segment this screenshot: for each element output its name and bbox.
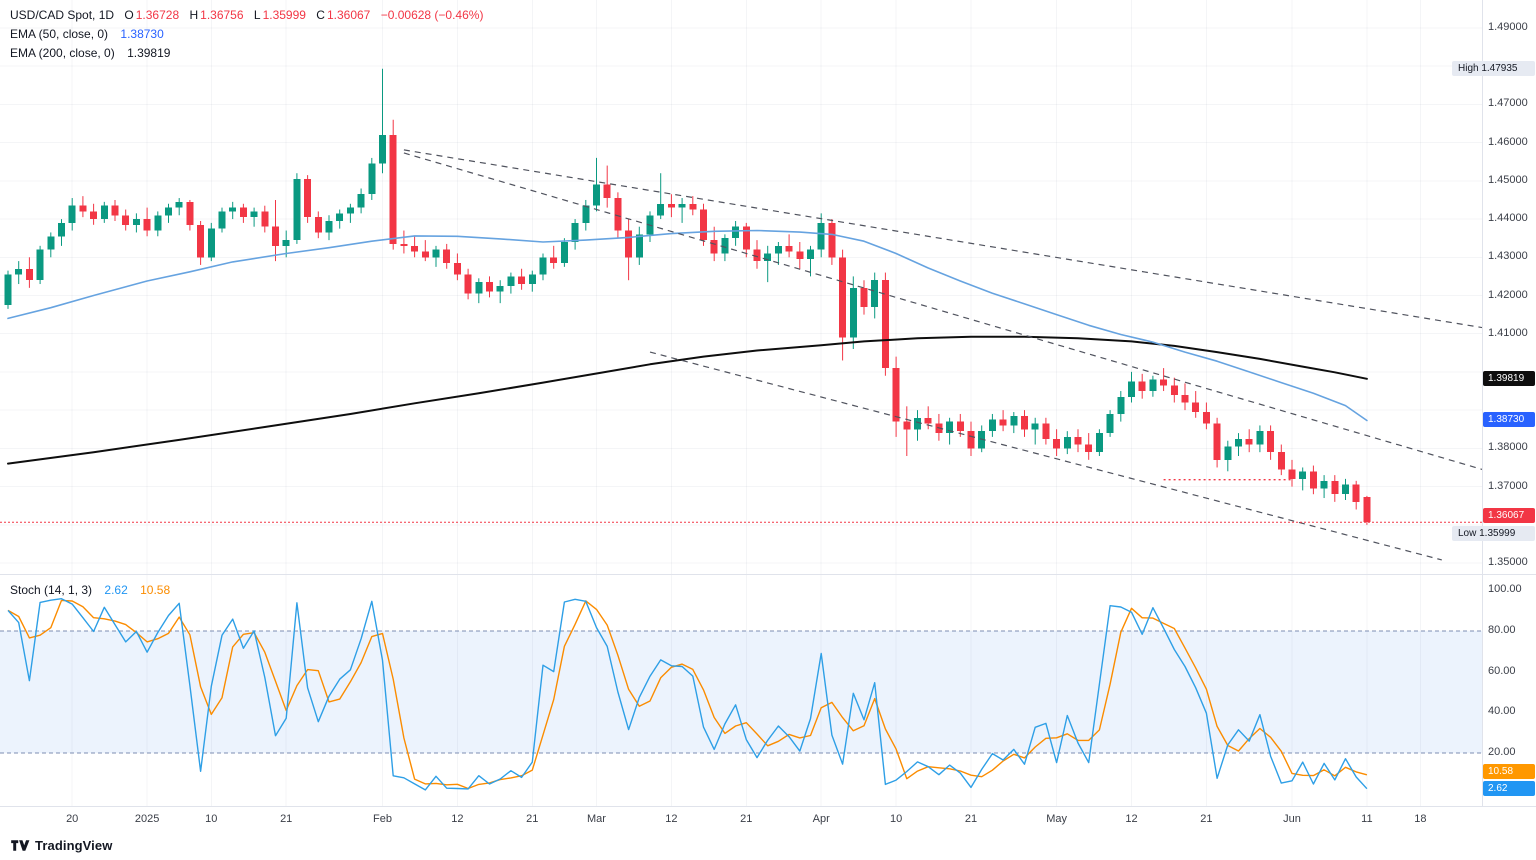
- stoch-axis-label: 100.00: [1488, 583, 1522, 595]
- price-scale[interactable]: 1.49000 1.47000 1.46000 1.45000 1.44000 1.430…: [1452, 0, 1536, 806]
- time-axis-label: 12: [665, 813, 678, 825]
- low-price-badge: Low 1.35999: [1452, 525, 1535, 541]
- tradingview-logo-text: TradingView: [35, 838, 113, 853]
- price-axis-label: 1.42000: [1488, 288, 1528, 301]
- ema200-price-badge: 1.39819: [1483, 370, 1535, 386]
- time-axis-label: 20: [66, 813, 79, 825]
- price-axis-label: 1.43000: [1488, 250, 1528, 263]
- price-axis-label: 1.38000: [1488, 441, 1528, 454]
- time-axis-label: 21: [964, 813, 978, 825]
- stoch-axis-label: 80.00: [1488, 623, 1516, 636]
- ema200-legend[interactable]: EMA (200, close, 0) 1.39819: [10, 44, 483, 63]
- time-axis-label: 21: [280, 813, 293, 825]
- time-axis-label: 21: [740, 813, 753, 825]
- change-value: −0.00628 (−0.46%): [380, 8, 484, 22]
- symbol-legend[interactable]: USD/CAD Spot, 1D O 1.36728 H 1.36756 L 1.35…: [10, 6, 483, 25]
- stoch-axis-label: 40.00: [1488, 705, 1516, 718]
- ema50-price-badge: 1.38730: [1483, 412, 1535, 428]
- ohlc-open-label: O: [124, 8, 134, 22]
- price-axis-label: 1.46000: [1488, 135, 1528, 148]
- high-price-badge: High 1.47935: [1452, 60, 1535, 76]
- time-axis-label: Jun: [1283, 813, 1301, 825]
- price-axis-label: 1.49000: [1488, 21, 1528, 33]
- tradingview-logo[interactable]: TradingView: [10, 838, 112, 853]
- time-scale[interactable]: 20 2025 10 21 Feb 12 21 Mar 12 21 Apr 10 21 May 12 21 Ju…: [0, 806, 1536, 836]
- time-axis-label: 18: [1414, 813, 1427, 825]
- time-axis-label: 21: [526, 813, 539, 825]
- time-axis-label: Mar: [587, 813, 606, 825]
- price-axis-label: 1.41000: [1488, 326, 1528, 339]
- main-pane-legend: USD/CAD Spot, 1D O 1.36728 H 1.36756 L 1.35…: [10, 6, 483, 63]
- main-chart-pane[interactable]: [0, 0, 1482, 574]
- stoch-pane-legend: Stoch (14, 1, 3) 2.62 10.58: [10, 581, 170, 600]
- ema200-label: EMA (200, close, 0): [10, 46, 115, 60]
- ohlc-low-value: 1.35999: [262, 8, 306, 22]
- ohlc-low-label: L: [253, 8, 261, 22]
- stoch-label: Stoch (14, 1, 3): [10, 583, 93, 597]
- stoch-k-badge: 2.62: [1483, 780, 1535, 796]
- ohlc-close-label: C: [316, 8, 325, 22]
- tradingview-logo-icon: [11, 840, 30, 851]
- time-axis-label: 12: [451, 813, 464, 825]
- ohlc-open-value: 1.36728: [135, 8, 180, 22]
- time-axis-label: May: [1046, 813, 1067, 825]
- ema50-value: 1.38730: [120, 27, 164, 41]
- stoch-legend-row[interactable]: Stoch (14, 1, 3) 2.62 10.58: [10, 581, 170, 600]
- price-axis-label: 1.35000: [1488, 556, 1528, 568]
- time-axis-label: 10: [889, 813, 903, 825]
- price-axis-label: 1.45000: [1488, 173, 1528, 186]
- ohlc-high-label: H: [189, 8, 199, 22]
- stoch-k-value: 2.62: [104, 583, 128, 597]
- price-axis-label: 1.37000: [1488, 479, 1528, 492]
- time-axis-label: 11: [1361, 813, 1373, 825]
- last-price-badge: 1.36067: [1483, 508, 1535, 524]
- ema200-value: 1.39819: [127, 46, 171, 60]
- time-axis-label: 12: [1125, 813, 1138, 825]
- symbol-title: USD/CAD Spot, 1D: [10, 8, 115, 22]
- stoch-axis-label: 60.00: [1488, 664, 1516, 677]
- ema50-label: EMA (50, close, 0): [10, 27, 109, 41]
- stoch-pane[interactable]: [0, 575, 1482, 806]
- time-axis-label: Feb: [373, 813, 392, 825]
- time-axis-label: 2025: [134, 813, 160, 825]
- ohlc-high-value: 1.36756: [200, 8, 244, 22]
- price-axis-label: 1.44000: [1488, 212, 1528, 225]
- ema50-legend[interactable]: EMA (50, close, 0) 1.38730: [10, 25, 483, 44]
- time-axis-label: 21: [1200, 813, 1213, 825]
- stoch-d-value: 10.58: [140, 583, 171, 597]
- time-axis-label: Apr: [812, 813, 830, 825]
- price-axis-label: 1.47000: [1488, 97, 1528, 110]
- ohlc-close-value: 1.36067: [326, 8, 371, 22]
- stoch-axis-label: 20.00: [1488, 746, 1516, 759]
- time-axis-label: 10: [205, 813, 218, 825]
- stoch-d-badge: 10.58: [1483, 764, 1535, 780]
